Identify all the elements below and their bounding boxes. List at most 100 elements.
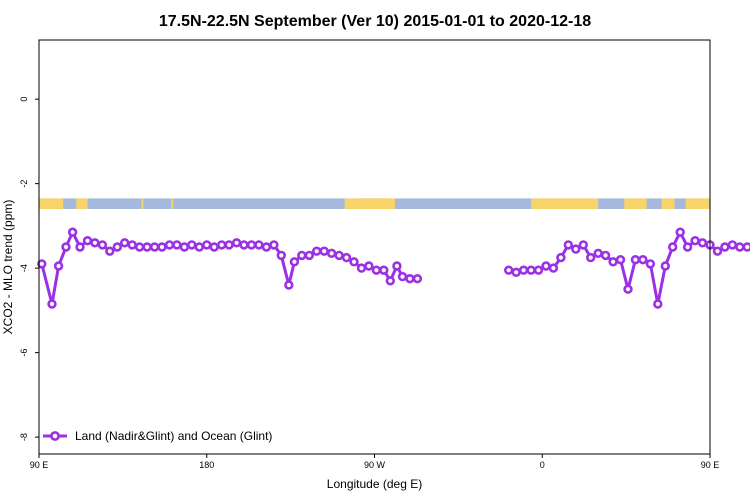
land-segment	[359, 198, 390, 209]
data-point	[75, 242, 85, 252]
data-point	[97, 240, 108, 250]
land-segment	[531, 198, 599, 209]
chart-title: 17.5N-22.5N September (Ver 10) 2015-01-0…	[159, 13, 591, 30]
data-point	[660, 261, 670, 271]
x-tick-label: 180	[199, 460, 214, 470]
data-point	[224, 240, 234, 250]
data-point	[392, 261, 402, 271]
data-point	[61, 242, 71, 252]
data-point	[556, 252, 566, 263]
data-point	[735, 242, 745, 252]
data-point	[720, 242, 730, 252]
land-segment	[76, 198, 88, 209]
data-point	[397, 271, 408, 282]
data-point	[697, 238, 708, 248]
data-point	[284, 280, 294, 290]
data-point	[217, 240, 227, 250]
data-point	[37, 259, 47, 269]
data-point	[172, 240, 182, 250]
data-point	[541, 261, 551, 271]
data-point	[142, 242, 152, 252]
data-point	[675, 227, 685, 237]
y-tick-label: -2	[19, 180, 29, 188]
land-segment	[141, 198, 144, 209]
data-point	[289, 257, 300, 267]
data-point	[269, 240, 279, 250]
data-point	[127, 240, 137, 250]
data-point	[47, 299, 57, 309]
legend-marker-swatch	[50, 431, 60, 441]
x-axis-label: Longitude (deg E)	[327, 477, 422, 491]
legend-entry-label: Land (Nadir&Glint) and Ocean (Glint)	[75, 429, 272, 443]
data-point	[334, 250, 344, 261]
data-point	[690, 236, 700, 246]
data-point	[608, 257, 618, 267]
land-segment	[661, 198, 675, 209]
data-point	[254, 240, 264, 250]
data-point	[405, 274, 415, 284]
data-point	[364, 261, 374, 271]
y-tick-label: -4	[19, 264, 29, 272]
data-point	[261, 242, 272, 252]
land-segment	[624, 198, 647, 209]
data-point	[105, 246, 115, 256]
data-point	[246, 240, 257, 250]
data-point	[600, 250, 611, 261]
data-point	[312, 246, 322, 256]
data-point	[179, 242, 190, 252]
data-point	[511, 267, 521, 277]
data-point	[349, 257, 359, 267]
data-point	[533, 265, 544, 275]
data-point	[297, 250, 307, 261]
data-point	[239, 240, 249, 250]
data-point	[119, 238, 130, 248]
data-point	[112, 242, 123, 252]
data-point	[548, 263, 559, 273]
data-point	[53, 261, 64, 271]
data-point	[164, 240, 175, 250]
data-point	[341, 252, 352, 263]
y-tick-label: -8	[19, 433, 29, 441]
x-tick-label: 90 E	[30, 460, 49, 470]
data-point	[319, 246, 329, 256]
x-tick-label: 90 W	[364, 460, 386, 470]
data-point	[157, 242, 167, 252]
data-point	[149, 242, 160, 252]
data-point	[371, 265, 382, 275]
data-point	[304, 250, 314, 261]
data-point	[379, 265, 389, 275]
data-point	[90, 238, 100, 248]
data-point	[526, 265, 536, 275]
data-point	[585, 252, 596, 263]
x-tick-label: 0	[540, 460, 545, 470]
data-point	[326, 248, 337, 259]
data-point	[67, 227, 78, 237]
data-point	[630, 255, 641, 265]
data-point	[82, 236, 93, 246]
land-segment	[39, 198, 64, 209]
data-point	[563, 240, 573, 250]
land-segment	[685, 198, 710, 209]
data-point	[385, 276, 395, 286]
data-point	[209, 242, 219, 252]
data-point	[645, 259, 656, 269]
data-point	[593, 248, 603, 259]
data-point	[712, 246, 723, 256]
data-point	[682, 242, 693, 252]
data-point	[727, 240, 738, 250]
y-tick-label: -6	[19, 349, 29, 357]
data-point	[194, 242, 205, 252]
data-point	[187, 240, 197, 250]
data-point	[276, 250, 286, 261]
data-point	[231, 238, 242, 248]
data-point	[742, 242, 750, 252]
land-segment	[171, 198, 174, 209]
data-point	[638, 255, 648, 265]
series-layer	[37, 227, 750, 309]
data-point	[356, 263, 367, 273]
data-point	[518, 265, 529, 275]
data-point	[653, 299, 663, 309]
land-ocean-band	[39, 198, 710, 209]
data-point	[578, 240, 588, 250]
data-point	[202, 240, 212, 250]
